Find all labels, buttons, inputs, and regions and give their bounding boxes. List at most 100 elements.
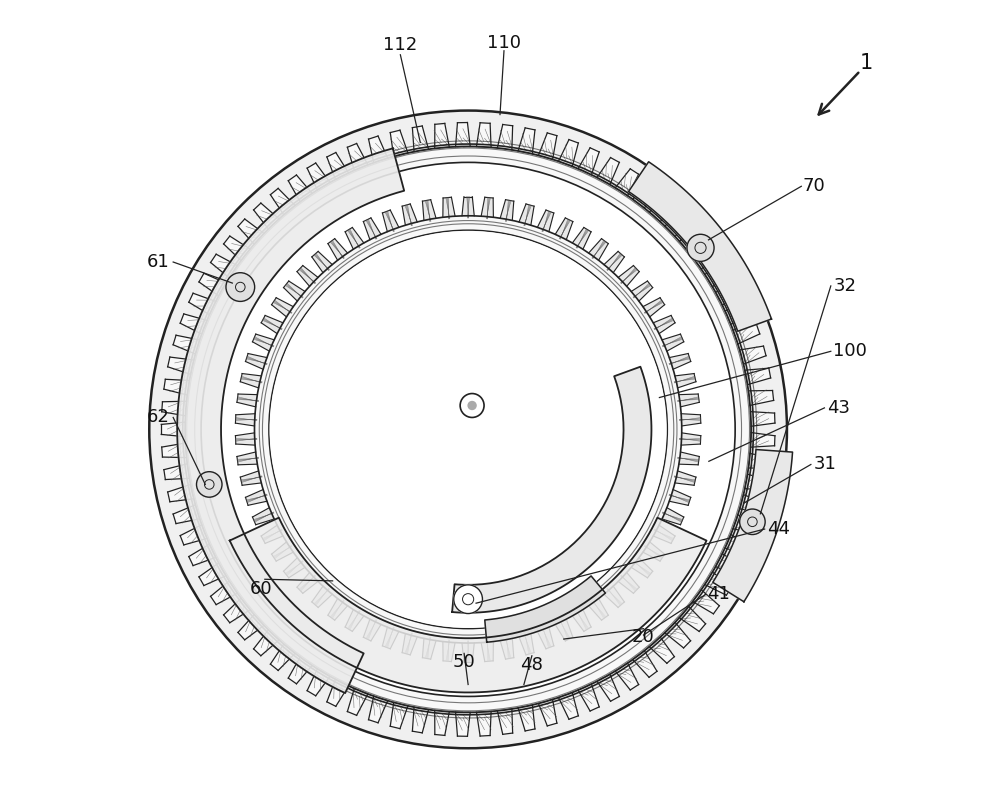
Polygon shape	[288, 175, 312, 202]
Polygon shape	[751, 412, 775, 427]
Polygon shape	[725, 534, 752, 556]
Polygon shape	[238, 615, 264, 640]
Text: 110: 110	[487, 34, 521, 52]
Polygon shape	[456, 122, 470, 147]
Polygon shape	[716, 283, 743, 305]
Polygon shape	[481, 642, 493, 662]
Polygon shape	[452, 367, 651, 613]
Polygon shape	[237, 394, 257, 407]
Text: 44: 44	[767, 520, 790, 538]
Polygon shape	[254, 203, 279, 229]
Text: 61: 61	[146, 253, 169, 271]
Text: 70: 70	[803, 178, 826, 195]
Polygon shape	[173, 335, 200, 354]
Polygon shape	[211, 254, 237, 278]
Polygon shape	[669, 490, 691, 505]
Polygon shape	[578, 684, 599, 711]
Polygon shape	[538, 700, 557, 726]
Text: 32: 32	[833, 277, 856, 295]
Polygon shape	[631, 558, 653, 577]
Polygon shape	[665, 211, 691, 237]
Polygon shape	[481, 197, 493, 217]
Polygon shape	[168, 357, 194, 375]
Circle shape	[740, 509, 765, 534]
Polygon shape	[189, 544, 216, 565]
Circle shape	[270, 232, 666, 627]
Text: 112: 112	[383, 36, 417, 54]
Polygon shape	[297, 265, 318, 286]
Polygon shape	[261, 526, 283, 543]
Polygon shape	[693, 590, 719, 614]
Polygon shape	[713, 449, 793, 602]
Polygon shape	[211, 581, 237, 605]
Polygon shape	[199, 273, 226, 296]
Polygon shape	[537, 210, 554, 232]
Polygon shape	[240, 374, 261, 388]
Polygon shape	[443, 642, 455, 662]
Polygon shape	[589, 599, 608, 620]
Polygon shape	[733, 324, 760, 344]
Polygon shape	[462, 643, 474, 662]
Polygon shape	[653, 315, 675, 333]
Polygon shape	[328, 238, 348, 260]
Text: 31: 31	[813, 456, 836, 474]
Circle shape	[183, 144, 753, 714]
Polygon shape	[681, 414, 701, 426]
Polygon shape	[615, 663, 639, 690]
Text: 62: 62	[146, 409, 169, 427]
Polygon shape	[240, 471, 261, 485]
Polygon shape	[665, 622, 691, 648]
Circle shape	[201, 162, 735, 697]
Polygon shape	[497, 124, 513, 150]
Polygon shape	[307, 163, 330, 190]
Polygon shape	[412, 707, 429, 733]
Polygon shape	[705, 572, 732, 595]
Polygon shape	[679, 452, 699, 465]
Polygon shape	[462, 197, 474, 216]
Polygon shape	[177, 148, 404, 693]
Polygon shape	[675, 471, 696, 485]
Polygon shape	[270, 644, 295, 671]
Polygon shape	[363, 619, 381, 641]
Text: 41: 41	[707, 586, 730, 603]
Polygon shape	[230, 517, 707, 693]
Polygon shape	[519, 633, 534, 654]
Polygon shape	[199, 563, 226, 586]
Polygon shape	[390, 131, 408, 157]
Polygon shape	[476, 711, 491, 736]
Polygon shape	[235, 433, 255, 445]
Text: 48: 48	[520, 655, 543, 674]
Polygon shape	[235, 414, 255, 426]
Polygon shape	[422, 638, 436, 659]
Circle shape	[185, 147, 751, 712]
Circle shape	[149, 110, 787, 749]
Polygon shape	[559, 139, 578, 166]
Polygon shape	[629, 161, 771, 331]
Polygon shape	[382, 627, 399, 649]
Polygon shape	[643, 542, 665, 561]
Polygon shape	[224, 599, 250, 623]
Polygon shape	[518, 705, 535, 731]
Text: 20: 20	[632, 628, 655, 646]
Polygon shape	[679, 394, 699, 407]
Polygon shape	[245, 490, 267, 505]
Polygon shape	[618, 265, 639, 286]
Polygon shape	[162, 443, 187, 457]
Polygon shape	[245, 354, 267, 369]
Polygon shape	[497, 709, 513, 734]
Polygon shape	[173, 504, 200, 524]
Polygon shape	[669, 354, 691, 369]
Polygon shape	[164, 380, 189, 395]
Polygon shape	[272, 298, 293, 317]
Polygon shape	[327, 152, 349, 179]
Polygon shape	[537, 627, 554, 649]
Circle shape	[687, 234, 714, 261]
Polygon shape	[288, 657, 312, 684]
Circle shape	[254, 216, 682, 643]
Polygon shape	[224, 236, 250, 260]
Circle shape	[226, 272, 255, 302]
Polygon shape	[597, 674, 619, 702]
Polygon shape	[631, 281, 653, 301]
Polygon shape	[538, 133, 557, 159]
Polygon shape	[297, 573, 318, 594]
